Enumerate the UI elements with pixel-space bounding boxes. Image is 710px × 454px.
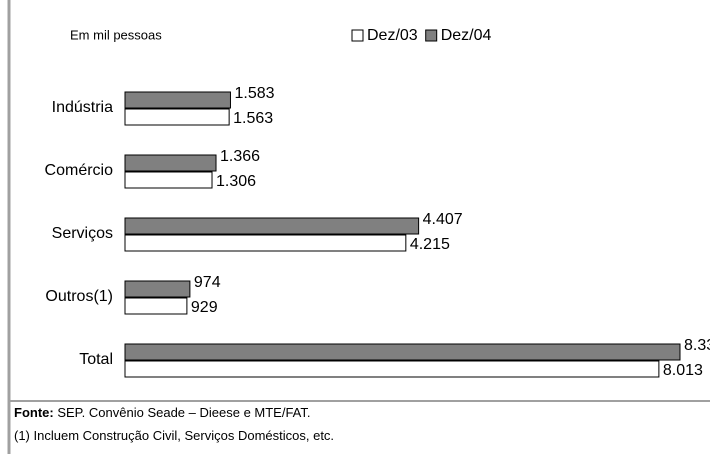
category-label: Total xyxy=(79,351,113,368)
bar xyxy=(124,234,407,252)
subtitle: Em mil pessoas xyxy=(70,27,162,42)
bar xyxy=(124,154,217,172)
source-label: Fonte: xyxy=(14,405,54,420)
value-label: 4.215 xyxy=(410,236,450,253)
bar xyxy=(124,343,681,361)
bar xyxy=(124,91,231,109)
legend-swatch xyxy=(425,29,438,42)
legend-label: Dez/04 xyxy=(441,27,492,44)
bar xyxy=(124,171,213,189)
category-label: Outros(1) xyxy=(45,288,113,305)
legend-label: Dez/03 xyxy=(367,27,418,44)
category-label: Comércio xyxy=(45,162,114,179)
value-label: 1.563 xyxy=(233,110,273,127)
value-label: 4.407 xyxy=(423,211,463,228)
bar xyxy=(124,297,188,315)
source-text: SEP. Convênio Seade – Dieese e MTE/FAT. xyxy=(57,405,311,420)
bar xyxy=(124,108,230,126)
value-label: 8.013 xyxy=(663,362,703,379)
category-label: Serviços xyxy=(52,225,113,242)
bar xyxy=(124,360,660,378)
legend-swatch xyxy=(351,29,364,42)
value-label: 974 xyxy=(194,274,221,291)
value-label: 8.330 xyxy=(684,337,710,354)
value-label: 929 xyxy=(191,299,218,316)
value-label: 1.583 xyxy=(234,85,274,102)
value-label: 1.366 xyxy=(220,148,260,165)
category-label: Indústria xyxy=(52,99,113,116)
value-label: 1.306 xyxy=(216,173,256,190)
note: (1) Incluem Construção Civil, Serviços D… xyxy=(14,428,335,443)
bar xyxy=(124,217,420,235)
bar xyxy=(124,280,191,298)
source: Fonte: SEP. Convênio Seade – Dieese e MT… xyxy=(14,405,311,420)
